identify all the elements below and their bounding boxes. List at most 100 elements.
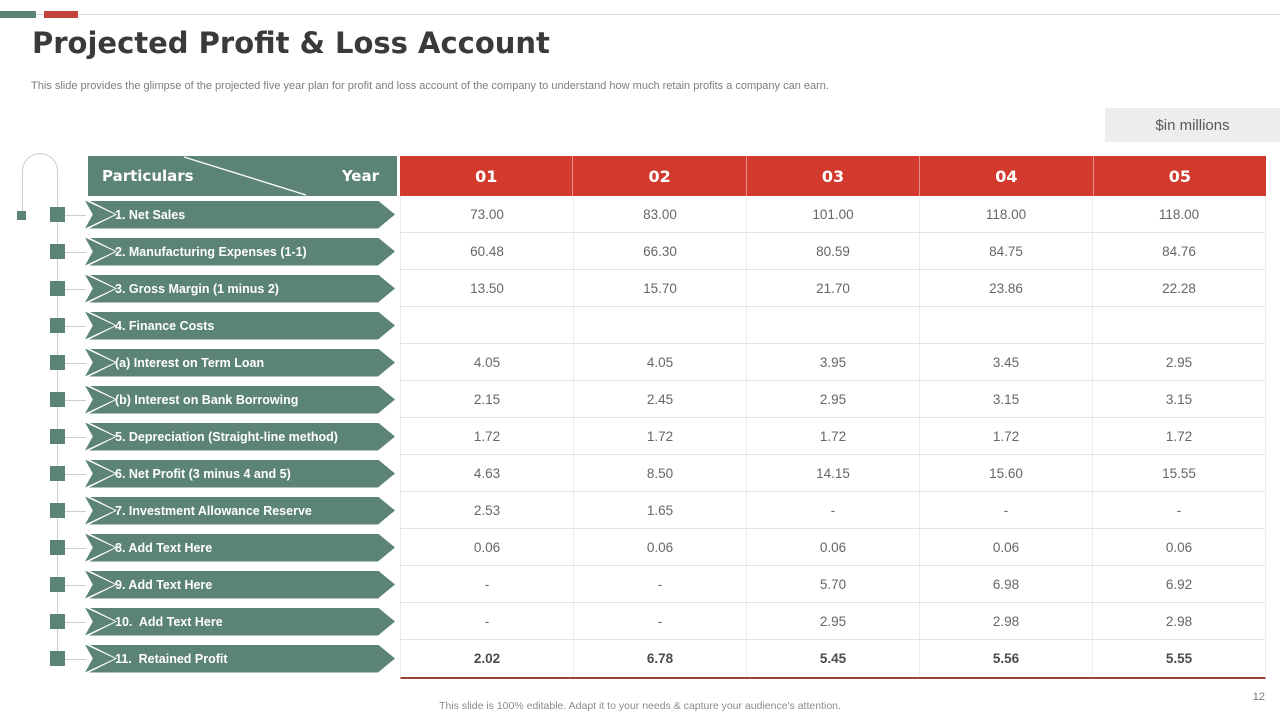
table-row: 4.63 8.50 14.15 15.60 15.55 [401,455,1265,492]
table-cell: 84.76 [1092,233,1265,269]
rail-square [50,651,65,666]
row-label-banner: 5. Depreciation (Straight-line method) [85,422,395,451]
rail-square [50,429,65,444]
row-label: 6. Net Profit (3 minus 4 and 5) [115,466,291,481]
rail-connector-line [65,399,86,401]
table-cell: 73.00 [470,206,504,222]
table-cell: - [573,566,746,602]
banner-body [89,201,395,229]
page-number: 12 [1252,691,1265,703]
table-cell: 2.98 [1092,603,1265,639]
banner-body [89,534,395,562]
corner-diagonal-line [183,156,307,196]
rail-square [50,577,65,592]
year-column-header: 01 [475,166,498,186]
rail-connector-line [65,621,86,623]
table-cell: 4.63 [473,465,501,481]
table-cell: 2.95 [1092,344,1265,380]
table-cell [401,307,573,343]
table-cell: 6.78 [573,640,746,677]
rail-connector-line [65,288,86,290]
row-label-banner: (a) Interest on Term Loan [85,348,395,377]
table-cell: 21.70 [746,270,919,306]
table-cell: 0.06 [473,539,501,555]
table-row [401,307,1265,344]
corner-particulars-label: Particulars [102,167,194,185]
rail-connector-line [65,547,86,549]
row-label: 9. Add Text Here [115,577,213,592]
rail-square [50,318,65,333]
banner-body [89,275,395,303]
table-cell: 1.72 [1092,418,1265,454]
table-cell: 2.98 [919,603,1092,639]
table-cell [746,307,919,343]
table-cell: 2.45 [573,381,746,417]
page-subtitle: This slide provides the glimpse of the p… [31,80,829,92]
year-header-row: 01 02 03 04 05 [400,156,1266,196]
table-cell [573,307,746,343]
year-column-header: 03 [745,156,919,196]
banner-body [89,423,395,451]
rail-square [50,207,65,222]
table-row: - -2.95 2.98 2.98 [401,603,1265,640]
table-cell: 6.98 [919,566,1092,602]
table-cell: 2.15 [473,391,501,407]
row-label: 1. Net Sales [115,207,186,222]
table-cell: - [573,603,746,639]
table-cell: 2.02 [473,651,501,666]
table-cell: 80.59 [746,233,919,269]
row-label-banner: 1. Net Sales [85,200,395,229]
table-row: 1.72 1.72 1.72 1.72 1.72 [401,418,1265,455]
table-cell: 5.55 [1092,640,1265,677]
table-cell: 83.00 [573,196,746,232]
rail-square [50,466,65,481]
table-row: 0.06 0.06 0.06 0.06 0.06 [401,529,1265,566]
table-cell: 8.50 [573,455,746,491]
banner-body [89,571,395,599]
table-cell: - [484,613,490,629]
rail-connector-line [65,436,86,438]
row-label-banner: (b) Interest on Bank Borrowing [85,385,395,414]
year-column-header: 04 [919,156,1092,196]
year-column-header: 02 [572,156,745,196]
table-cell: 2.53 [473,502,501,518]
rail-square [50,355,65,370]
row-label-banner: 3. Gross Margin (1 minus 2) [85,274,395,303]
rail-connector-line [65,584,86,586]
rail-square [50,614,65,629]
row-label: 5. Depreciation (Straight-line method) [115,429,338,444]
table-row: 2.15 2.45 2.95 3.15 3.15 [401,381,1265,418]
rail-connector-line [65,325,86,327]
table-cell: 1.72 [473,428,501,444]
rail-square [50,281,65,296]
rail-square [50,244,65,259]
table-cell: 5.70 [746,566,919,602]
table-cell: - [919,492,1092,528]
table-cell: 0.06 [919,529,1092,565]
banner-body [89,386,395,414]
table-cell: 118.00 [919,196,1092,232]
table-body: 73.00 83.00 101.00 118.00 118.00 60.48 66.30 80… [400,196,1266,679]
row-label-banner: 10. Add Text Here [85,607,395,636]
table-row: 60.48 66.30 80.59 84.75 84.76 [401,233,1265,270]
row-label-banner: 7. Investment Allowance Reserve [85,496,395,525]
banner-body [89,645,395,673]
table-cell: 0.06 [1092,529,1265,565]
banner-body [89,608,395,636]
left-rail-end-square [17,211,26,220]
table-cell: 3.15 [919,381,1092,417]
row-label: (a) Interest on Term Loan [115,355,265,370]
table-cell: 3.45 [919,344,1092,380]
row-label: 4. Finance Costs [115,318,215,333]
rail-connector-line [65,510,86,512]
table-cell: 15.70 [573,270,746,306]
row-label: 11. Retained Profit [115,651,228,666]
row-label-banner: 8. Add Text Here [85,533,395,562]
row-label: 10. Add Text Here [115,614,223,629]
row-label: (b) Interest on Bank Borrowing [115,392,299,407]
rail-square [50,392,65,407]
row-label-banner: 2. Manufacturing Expenses (1-1) [85,237,395,266]
table-cell: 60.48 [470,243,504,259]
rail-connector-line [65,251,86,253]
table-row: 4.05 4.05 3.95 3.45 2.95 [401,344,1265,381]
